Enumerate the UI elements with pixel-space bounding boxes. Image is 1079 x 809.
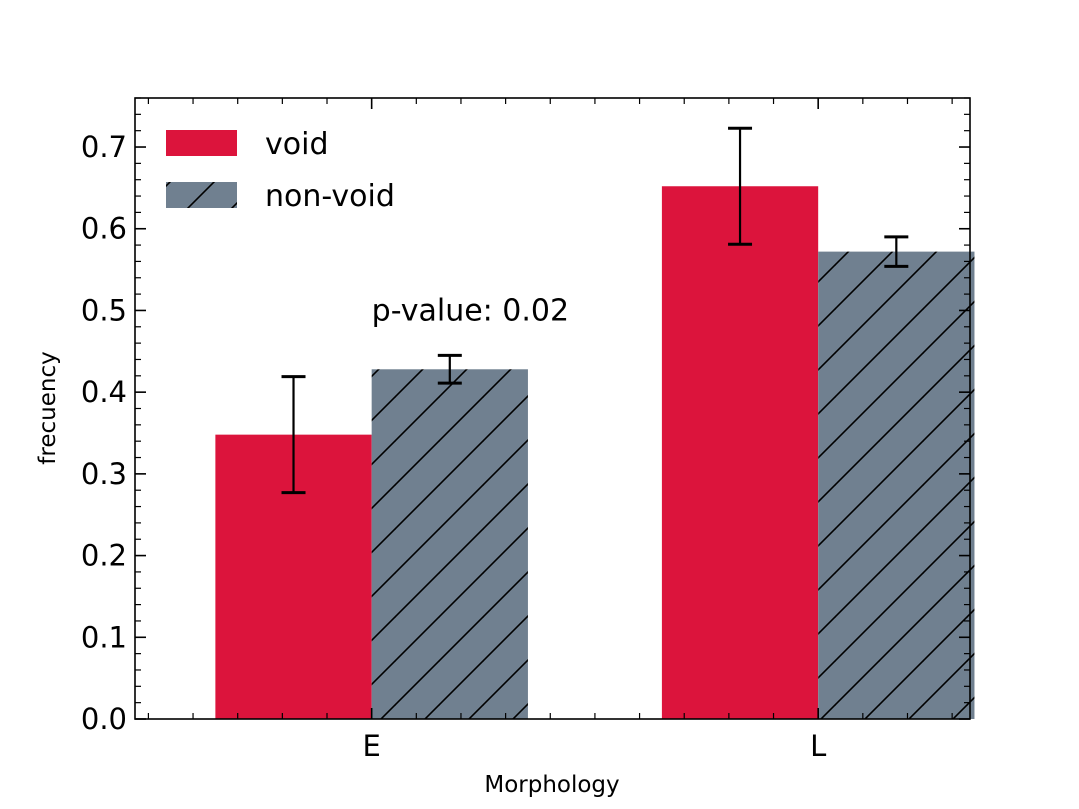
bar-non-void-L (818, 251, 975, 719)
legend-label-non-void: non-void (265, 179, 395, 214)
bar-void-L (661, 186, 819, 719)
legend-entry-void: void (166, 127, 329, 162)
legend-swatch-non-void (166, 182, 237, 208)
y-tick-label: 0.7 (81, 130, 127, 164)
x-tick-label: E (362, 729, 380, 763)
y-tick-label: 0.4 (81, 375, 127, 409)
legend-label-void: void (265, 127, 329, 162)
y-tick-label: 0.2 (81, 539, 127, 573)
y-tick-label: 0.0 (81, 702, 127, 736)
y-tick-label: 0.3 (81, 457, 127, 491)
error-bar-void-L (728, 126, 753, 246)
error-bar-void-E (281, 375, 306, 495)
y-tick-label: 0.5 (81, 293, 127, 327)
bar-non-void-E (371, 369, 528, 719)
p-value-annotation: p-value: 0.02 (372, 293, 569, 328)
y-tick-label: 0.1 (81, 620, 127, 654)
x-axis-label: Morphology (484, 772, 619, 798)
error-bar-non-void-L (884, 235, 909, 268)
labels: Morphology frecuency (35, 351, 620, 798)
legend-swatch-void (166, 130, 237, 156)
error-bar-non-void-E (437, 353, 462, 385)
y-axis-label: frecuency (35, 351, 61, 464)
axes: 0.0 0.1 0.2 0.3 0.4 0.5 0.6 0.7 E L (81, 97, 971, 763)
x-tick-label: L (810, 729, 826, 763)
legend-entry-non-void: non-void (166, 179, 395, 214)
y-tick-label: 0.6 (81, 212, 127, 246)
plot-area: p-value: 0.02 (215, 126, 975, 719)
legend: void non-void (166, 127, 395, 214)
